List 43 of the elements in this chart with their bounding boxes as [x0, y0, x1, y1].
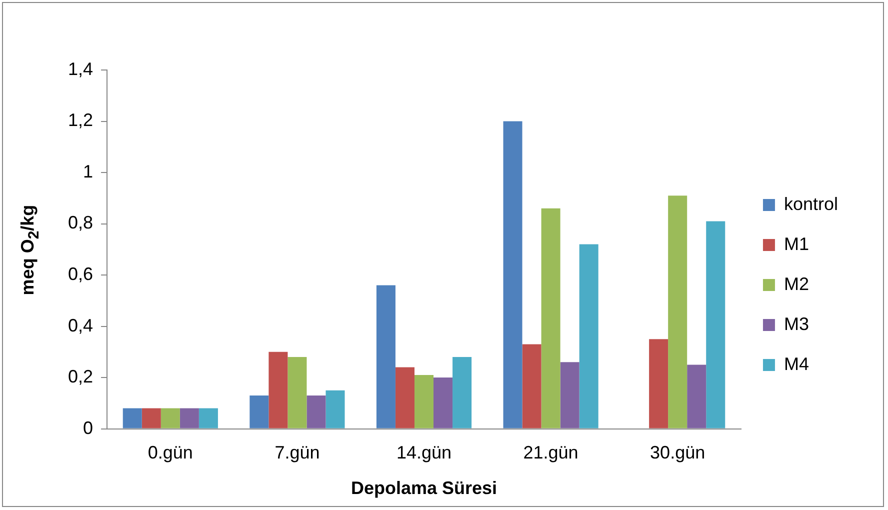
legend-label: M1	[784, 234, 809, 254]
bar	[395, 367, 414, 428]
bar	[579, 244, 598, 428]
legend-label: M2	[784, 274, 809, 294]
bar	[706, 221, 726, 428]
bar	[326, 390, 345, 428]
bar	[541, 208, 560, 428]
y-tick-label: 0,8	[68, 212, 94, 233]
legend-label: kontrol	[784, 194, 838, 214]
bar	[288, 357, 307, 428]
bar	[306, 395, 326, 428]
legend-label: M3	[784, 314, 809, 334]
bar	[649, 339, 668, 428]
bar	[376, 285, 396, 428]
bar	[452, 357, 472, 428]
bar	[180, 408, 199, 428]
x-tick-label: 21.gün	[523, 442, 578, 463]
x-tick-label: 30.gün	[650, 442, 706, 463]
x-tick-label: 0.gün	[148, 442, 193, 463]
bar	[198, 408, 218, 428]
legend-label: M4	[784, 354, 809, 374]
y-tick-label: 1,2	[68, 110, 94, 130]
bar	[122, 408, 142, 428]
y-tick-label: 0,4	[68, 315, 94, 336]
bar	[522, 344, 542, 428]
bar	[268, 352, 288, 428]
bar	[142, 408, 161, 428]
x-tick-label: 7.gün	[274, 442, 320, 463]
bar	[668, 196, 688, 428]
bar	[414, 374, 434, 428]
bar	[503, 121, 522, 428]
x-axis-title: Depolama Süresi	[350, 478, 498, 498]
y-tick-label: 0,6	[68, 264, 94, 284]
bar	[434, 378, 453, 428]
bar	[687, 364, 706, 428]
bar	[250, 395, 269, 428]
y-tick-label: 0,2	[68, 366, 94, 387]
bar	[160, 408, 180, 428]
x-tick-label: 14.gün	[396, 442, 452, 463]
y-tick-label: 0	[83, 418, 94, 438]
y-tick-label: 1	[83, 161, 94, 182]
y-tick-label: 1,4	[68, 58, 94, 79]
bar	[560, 362, 580, 428]
